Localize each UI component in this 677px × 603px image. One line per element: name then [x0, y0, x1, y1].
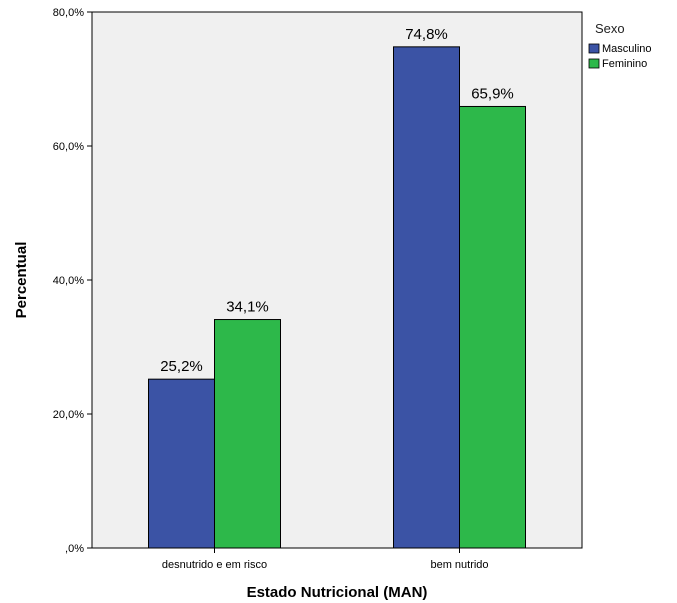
y-tick-label: ,0% [65, 543, 84, 555]
bar-masculino-1 [393, 46, 460, 549]
y-axis-title: Percentual [13, 242, 30, 319]
legend-label-feminino: Feminino [602, 58, 647, 70]
x-tick-label: desnutrido e em risco [162, 559, 267, 571]
y-tick-label: 80,0% [53, 7, 84, 19]
y-axis: ,0% 20,0% 40,0% 60,0% 80,0% [53, 7, 92, 555]
data-label-masculino-0: 25,2% [160, 358, 203, 375]
bar-feminino-0 [214, 319, 281, 549]
bar-masculino-0 [148, 378, 215, 549]
x-axis-title: Estado Nutricional (MAN) [247, 584, 428, 601]
legend-swatch-feminino [588, 58, 600, 69]
y-tick-label: 20,0% [53, 409, 84, 421]
data-label-masculino-1: 74,8% [405, 26, 448, 43]
legend: Sexo Masculino Feminino [588, 21, 652, 70]
legend-title: Sexo [595, 21, 625, 36]
bars-group [148, 46, 526, 549]
data-labels-group: 25,2% 34,1% 74,8% 65,9% [160, 26, 514, 375]
x-tick-label: bem nutrido [430, 559, 488, 571]
y-tick-label: 60,0% [53, 141, 84, 153]
y-tick-label: 40,0% [53, 275, 84, 287]
legend-label-masculino: Masculino [602, 43, 652, 55]
x-axis: desnutrido e em risco bem nutrido [162, 548, 489, 571]
data-label-feminino-0: 34,1% [226, 299, 269, 316]
bar-feminino-1 [459, 105, 526, 549]
legend-swatch-masculino [588, 43, 600, 54]
data-label-feminino-1: 65,9% [471, 85, 514, 102]
